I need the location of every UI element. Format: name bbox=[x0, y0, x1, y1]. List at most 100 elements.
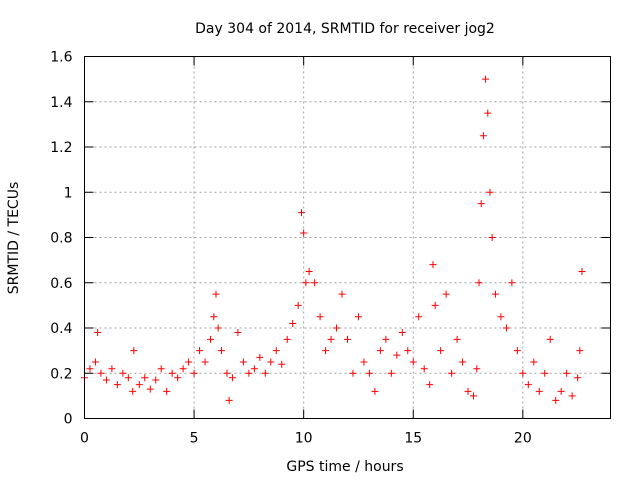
x-tick-label: 15 bbox=[404, 431, 422, 447]
data-point bbox=[283, 335, 291, 343]
y-tick-label: 1.2 bbox=[50, 140, 72, 156]
data-point bbox=[382, 335, 390, 343]
data-point bbox=[491, 290, 499, 298]
x-tick-label: 10 bbox=[295, 431, 313, 447]
data-point bbox=[146, 385, 154, 393]
grid-layer bbox=[84, 56, 611, 419]
data-point bbox=[97, 369, 105, 377]
data-point bbox=[431, 301, 439, 309]
data-point bbox=[426, 381, 434, 389]
data-point bbox=[152, 376, 160, 384]
data-point bbox=[113, 381, 121, 389]
data-point bbox=[245, 369, 253, 377]
data-point bbox=[141, 374, 149, 382]
data-point bbox=[157, 365, 165, 373]
data-point bbox=[294, 301, 302, 309]
data-point bbox=[300, 229, 308, 237]
data-point bbox=[360, 358, 368, 366]
data-point bbox=[486, 188, 494, 196]
data-point bbox=[225, 396, 233, 404]
data-point bbox=[574, 374, 582, 382]
y-tick-label: 0.6 bbox=[50, 276, 72, 292]
y-tick-label: 1.4 bbox=[50, 95, 72, 111]
chart-title: Day 304 of 2014, SRMTID for receiver jog… bbox=[195, 21, 495, 37]
data-point bbox=[448, 369, 456, 377]
data-point bbox=[86, 365, 94, 373]
y-tick-label: 1.6 bbox=[50, 50, 72, 66]
data-point bbox=[261, 369, 269, 377]
data-point bbox=[508, 279, 516, 287]
data-point bbox=[174, 374, 182, 382]
data-point bbox=[354, 313, 362, 321]
data-point bbox=[568, 392, 576, 400]
data-point bbox=[278, 360, 286, 368]
data-point bbox=[541, 369, 549, 377]
data-point bbox=[119, 369, 127, 377]
data-point bbox=[196, 347, 204, 355]
data-point bbox=[333, 324, 341, 332]
data-point bbox=[223, 369, 231, 377]
data-point bbox=[420, 365, 428, 373]
data-point bbox=[91, 358, 99, 366]
data-point bbox=[415, 313, 423, 321]
data-point bbox=[322, 347, 330, 355]
data-point bbox=[179, 365, 187, 373]
data-point bbox=[488, 234, 496, 241]
data-point bbox=[398, 329, 406, 337]
data-point bbox=[212, 290, 220, 298]
data-point bbox=[557, 387, 565, 395]
data-point bbox=[108, 365, 116, 373]
x-tick-label: 5 bbox=[190, 431, 199, 447]
data-point bbox=[305, 267, 313, 275]
data-point bbox=[349, 369, 357, 377]
data-point bbox=[477, 200, 485, 208]
x-tick-label: 0 bbox=[80, 431, 89, 447]
data-point bbox=[214, 324, 222, 332]
data-point bbox=[442, 290, 450, 298]
data-point bbox=[102, 376, 110, 384]
data-point bbox=[217, 347, 225, 355]
data-point bbox=[289, 319, 297, 327]
data-point bbox=[453, 335, 461, 343]
data-point bbox=[272, 347, 280, 355]
data-point bbox=[250, 365, 258, 373]
data-point bbox=[473, 365, 481, 373]
data-point bbox=[519, 369, 527, 377]
data-point bbox=[524, 381, 532, 389]
data-point bbox=[124, 374, 132, 382]
y-tick-label: 0.4 bbox=[50, 321, 72, 337]
data-point bbox=[459, 358, 467, 366]
data-point bbox=[535, 387, 543, 395]
data-point bbox=[135, 381, 143, 389]
data-point bbox=[130, 347, 138, 355]
data-point bbox=[207, 335, 215, 343]
plot-frame bbox=[84, 56, 611, 419]
data-point bbox=[437, 347, 445, 355]
axes-layer: 0 0.2 0.4 0.6 0.8 1 1.2 1.4 1.6 0 5 10 15 20 bbox=[50, 50, 611, 447]
data-point bbox=[190, 369, 198, 377]
x-axis-label: GPS time / hours bbox=[286, 459, 403, 475]
data-point bbox=[338, 290, 346, 298]
data-point bbox=[479, 132, 487, 140]
data-point bbox=[256, 353, 264, 361]
data-point bbox=[228, 374, 236, 382]
data-point bbox=[185, 358, 193, 366]
data-point bbox=[393, 351, 401, 359]
data-point bbox=[168, 369, 176, 377]
data-point bbox=[546, 335, 554, 343]
data-point bbox=[497, 313, 505, 321]
data-point bbox=[239, 358, 247, 366]
data-point bbox=[470, 392, 478, 400]
data-point bbox=[578, 267, 586, 275]
data-point bbox=[371, 387, 379, 395]
data-point bbox=[129, 387, 137, 395]
y-tick-label: 1 bbox=[64, 185, 73, 201]
data-point bbox=[429, 261, 437, 269]
data-point bbox=[409, 358, 417, 366]
y-tick-label: 0.8 bbox=[50, 231, 72, 247]
data-point bbox=[387, 369, 395, 377]
data-point bbox=[267, 358, 275, 366]
data-point bbox=[316, 313, 324, 321]
data-point bbox=[404, 347, 412, 355]
